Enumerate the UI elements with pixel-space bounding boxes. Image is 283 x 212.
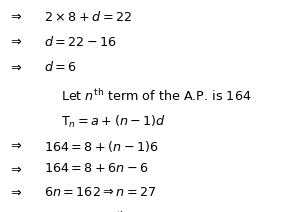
Text: $\Rightarrow$: $\Rightarrow$ xyxy=(8,60,23,73)
Text: $164 = 8 + (n - 1)6$: $164 = 8 + (n - 1)6$ xyxy=(44,139,158,154)
Text: $\mathrm{T}_n = a + (n - 1)d$: $\mathrm{T}_n = a + (n - 1)d$ xyxy=(61,113,166,130)
Text: $\Rightarrow$: $\Rightarrow$ xyxy=(8,10,23,22)
Text: $\Rightarrow$: $\Rightarrow$ xyxy=(8,139,23,152)
Text: $\Rightarrow$: $\Rightarrow$ xyxy=(8,162,23,175)
Text: $d = 6$: $d = 6$ xyxy=(44,60,77,74)
Text: $\Rightarrow$: $\Rightarrow$ xyxy=(8,35,23,48)
Text: Thus, $27^{\mathrm{th}}$ term of the A.P. is 164: Thus, $27^{\mathrm{th}}$ term of the A.P… xyxy=(61,210,274,212)
Text: $164 = 8 + 6n - 6$: $164 = 8 + 6n - 6$ xyxy=(44,162,149,175)
Text: Let $n^{\mathrm{th}}$ term of the A.P. is 164: Let $n^{\mathrm{th}}$ term of the A.P. i… xyxy=(61,88,251,104)
Text: $6n = 162 \Rightarrow n = 27$: $6n = 162 \Rightarrow n = 27$ xyxy=(44,186,156,198)
Text: $d = 22 - 16$: $d = 22 - 16$ xyxy=(44,35,117,49)
Text: $\Rightarrow$: $\Rightarrow$ xyxy=(8,186,23,198)
Text: $2 \times 8 + d = 22$: $2 \times 8 + d = 22$ xyxy=(44,10,132,24)
